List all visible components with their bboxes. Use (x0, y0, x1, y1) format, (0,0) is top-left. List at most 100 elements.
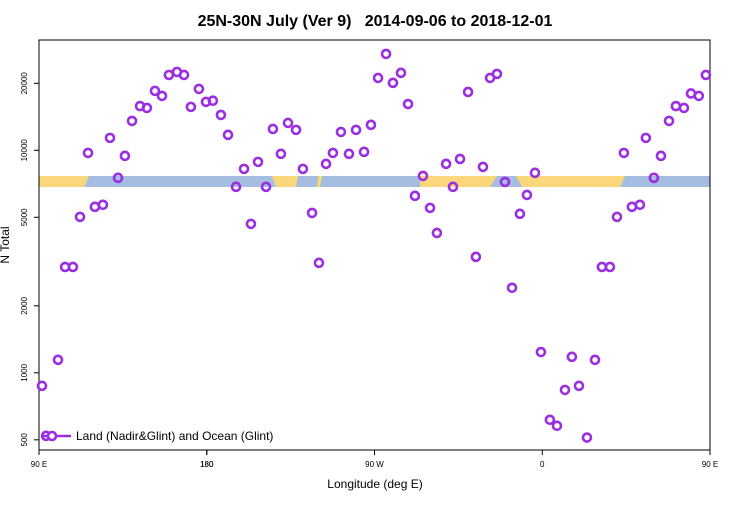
data-point (566, 351, 578, 363)
data-point (491, 68, 503, 80)
data-point (119, 150, 131, 162)
data-point (618, 147, 630, 159)
legend-swatch-marker (46, 430, 58, 442)
data-point (149, 85, 161, 97)
x-tick-label: 90 E (702, 460, 718, 469)
data-point (462, 86, 474, 98)
y-tick-label: 500 (20, 433, 29, 447)
data-point (230, 181, 242, 193)
data-point (559, 384, 571, 396)
data-point (693, 90, 705, 102)
data-point (470, 251, 482, 263)
land-band (272, 176, 298, 187)
data-point (193, 83, 205, 95)
data-point (297, 163, 309, 175)
data-point (238, 163, 250, 175)
land-band (516, 176, 625, 187)
data-point (245, 218, 257, 230)
y-tick-label: 20000 (20, 72, 29, 95)
land-band (420, 176, 497, 187)
land-band (317, 176, 322, 187)
data-point (499, 176, 511, 188)
y-tick-label: 2000 (20, 296, 29, 314)
data-point (185, 101, 197, 113)
data-point (648, 172, 660, 184)
data-point (313, 257, 325, 269)
data-point (36, 380, 48, 392)
data-point (663, 115, 675, 127)
data-point (589, 354, 601, 366)
data-point (306, 207, 318, 219)
data-point (156, 90, 168, 102)
data-point (358, 146, 370, 158)
data-point (350, 124, 362, 136)
data-point (112, 172, 124, 184)
data-point (477, 161, 489, 173)
data-point (655, 150, 667, 162)
x-tick-label: 180 (200, 460, 214, 469)
data-point (104, 132, 116, 144)
data-point (544, 414, 556, 426)
data-point (551, 420, 563, 432)
ocean-band (39, 176, 710, 187)
data-point (74, 211, 86, 223)
data-point (222, 129, 234, 141)
y-tick-label: 1000 (20, 363, 29, 381)
y-tick-label: 10000 (20, 139, 29, 162)
data-point (670, 100, 682, 112)
data-point (260, 181, 272, 193)
data-point (82, 147, 94, 159)
data-point (387, 77, 399, 89)
data-point (141, 102, 153, 114)
chart-title: 25N-30N July (Ver 9) 2014-09-06 to 2018-… (198, 13, 553, 30)
x-tick-label: 90 W (365, 460, 384, 469)
data-point (700, 69, 712, 81)
data-point (67, 261, 79, 273)
data-point (440, 158, 452, 170)
data-point (395, 67, 407, 79)
data-point (535, 346, 547, 358)
data-point (207, 95, 219, 107)
x-tick-label: 180 (200, 460, 214, 469)
data-point (521, 189, 533, 201)
data-point (529, 167, 541, 179)
data-point (97, 199, 109, 211)
data-point (611, 211, 623, 223)
data-point (514, 208, 526, 220)
y-axis-label: N Total (0, 226, 12, 263)
data-point (252, 156, 264, 168)
data-point (454, 153, 466, 165)
data-point (178, 69, 190, 81)
data-point (52, 354, 64, 366)
data-point (320, 158, 332, 170)
data-point (417, 170, 429, 182)
data-point (365, 119, 377, 131)
data-point (275, 148, 287, 160)
data-point (290, 124, 302, 136)
data-point (126, 115, 138, 127)
data-point (581, 432, 593, 443)
data-point (634, 199, 646, 211)
data-point (380, 48, 392, 60)
data-point (409, 190, 421, 202)
data-point (215, 109, 227, 121)
x-axis-label: Longitude (deg E) (327, 477, 422, 491)
data-point (372, 72, 384, 84)
data-point (506, 282, 518, 294)
land-ocean-stripe (39, 176, 710, 187)
data-point (335, 126, 347, 138)
data-point (343, 148, 355, 160)
data-point (327, 147, 339, 159)
data-point (431, 227, 443, 239)
data-point (424, 202, 436, 214)
land-band (39, 176, 89, 187)
legend-label: Land (Nadir&Glint) and Ocean (Glint) (76, 429, 273, 443)
data-point (678, 102, 690, 114)
data-point (402, 98, 414, 110)
data-point (447, 181, 459, 193)
data-point (640, 132, 652, 144)
data-point (573, 380, 585, 392)
x-tick-label: 0 (540, 460, 545, 469)
data-point (282, 117, 294, 129)
